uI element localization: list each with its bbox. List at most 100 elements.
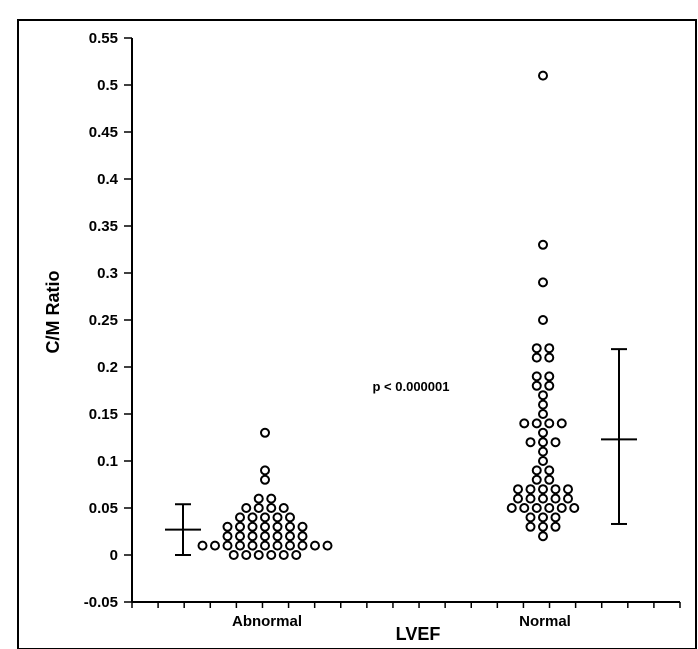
- data-point: [260, 531, 270, 542]
- data-point: [260, 540, 270, 551]
- data-point: [538, 512, 548, 523]
- data-point: [538, 446, 548, 457]
- y-tick-label: 0: [110, 547, 118, 564]
- data-point: [556, 418, 567, 429]
- data-point: [197, 540, 208, 551]
- data-point: [544, 503, 555, 513]
- data-point: [544, 352, 555, 363]
- data-point: [538, 531, 548, 542]
- data-point: [272, 512, 283, 523]
- data-point: [525, 484, 536, 495]
- data-point: [538, 409, 548, 419]
- data-point: [525, 437, 536, 448]
- y-tick-label: 0.05: [89, 500, 118, 517]
- x-category-label: Normal: [519, 613, 571, 630]
- data-point: [556, 503, 567, 513]
- data-point: [260, 521, 270, 532]
- y-tick-label: 0.45: [89, 124, 118, 141]
- data-point: [550, 437, 561, 448]
- data-point: [241, 550, 252, 560]
- x-axis-title: LVEF: [396, 624, 441, 644]
- data-point: [513, 493, 523, 504]
- data-point: [531, 503, 542, 513]
- y-tick-label: 0.2: [97, 359, 118, 376]
- data-point: [322, 540, 333, 551]
- data-point: [272, 521, 283, 532]
- data-point: [513, 484, 523, 495]
- data-point: [266, 503, 277, 513]
- data-point: [538, 456, 548, 466]
- data-point: [544, 418, 555, 429]
- data-point: [260, 512, 270, 523]
- data-point: [544, 343, 555, 354]
- data-point: [222, 531, 233, 542]
- data-point: [538, 484, 548, 495]
- data-point: [550, 493, 561, 504]
- data-point: [285, 540, 295, 551]
- x-category-label: Abnormal: [232, 613, 302, 630]
- y-tick-label: 0.15: [89, 406, 118, 423]
- data-point: [544, 371, 555, 382]
- y-tick-label: 0.5: [97, 77, 118, 94]
- data-point: [260, 474, 270, 485]
- data-point: [531, 343, 542, 354]
- p-value-annotation: p < 0.000001: [373, 379, 450, 394]
- data-point: [538, 277, 548, 288]
- data-point: [272, 531, 283, 542]
- data-point: [544, 465, 555, 476]
- data-point: [228, 550, 239, 560]
- error-bars: [165, 348, 637, 556]
- data-point: [538, 70, 548, 81]
- data-point: [531, 465, 542, 476]
- data-point: [525, 521, 536, 532]
- data-point: [285, 512, 295, 523]
- data-point: [222, 521, 233, 532]
- y-tick-label: -0.05: [84, 594, 118, 611]
- axes: -0.05 0 0.05 0.1 0.15 0.2 0.25 0.3 0.35 0.4 0.45 0.…: [84, 30, 681, 630]
- data-point: [563, 484, 573, 495]
- data-point: [272, 540, 283, 551]
- data-point: [266, 550, 277, 560]
- data-point: [210, 540, 220, 551]
- data-point: [297, 531, 308, 542]
- data-point: [235, 521, 245, 532]
- data-point: [525, 493, 536, 504]
- y-tick-label: 0.4: [97, 171, 119, 188]
- data-point: [538, 399, 548, 410]
- data-point: [525, 512, 536, 523]
- data-point: [550, 521, 561, 532]
- data-point: [247, 540, 258, 551]
- data-point: [266, 493, 277, 504]
- data-point: [310, 540, 320, 551]
- data-point: [538, 493, 548, 504]
- data-point: [247, 512, 258, 523]
- data-point: [241, 503, 252, 513]
- data-point: [235, 531, 245, 542]
- data-point: [563, 493, 573, 504]
- data-point: [531, 371, 542, 382]
- data-point: [247, 531, 258, 542]
- data-point: [260, 465, 270, 476]
- y-tick-label: 0.25: [89, 312, 118, 329]
- data-point: [538, 437, 548, 448]
- data-point: [235, 540, 245, 551]
- data-points: [197, 70, 580, 560]
- data-point: [222, 540, 233, 551]
- data-point: [285, 531, 295, 542]
- data-point: [291, 550, 302, 560]
- data-point: [285, 521, 295, 532]
- y-tick-label: 0.55: [89, 30, 118, 47]
- data-point: [531, 474, 542, 485]
- data-point: [544, 474, 555, 485]
- chart-frame: [17, 19, 697, 649]
- y-tick-label: 0.3: [97, 265, 118, 282]
- data-point: [544, 380, 555, 391]
- data-point: [260, 427, 270, 438]
- data-point: [297, 521, 308, 532]
- data-point: [506, 503, 517, 513]
- data-point: [247, 521, 258, 532]
- data-point: [253, 503, 264, 513]
- data-point: [538, 315, 548, 325]
- data-point: [297, 540, 308, 551]
